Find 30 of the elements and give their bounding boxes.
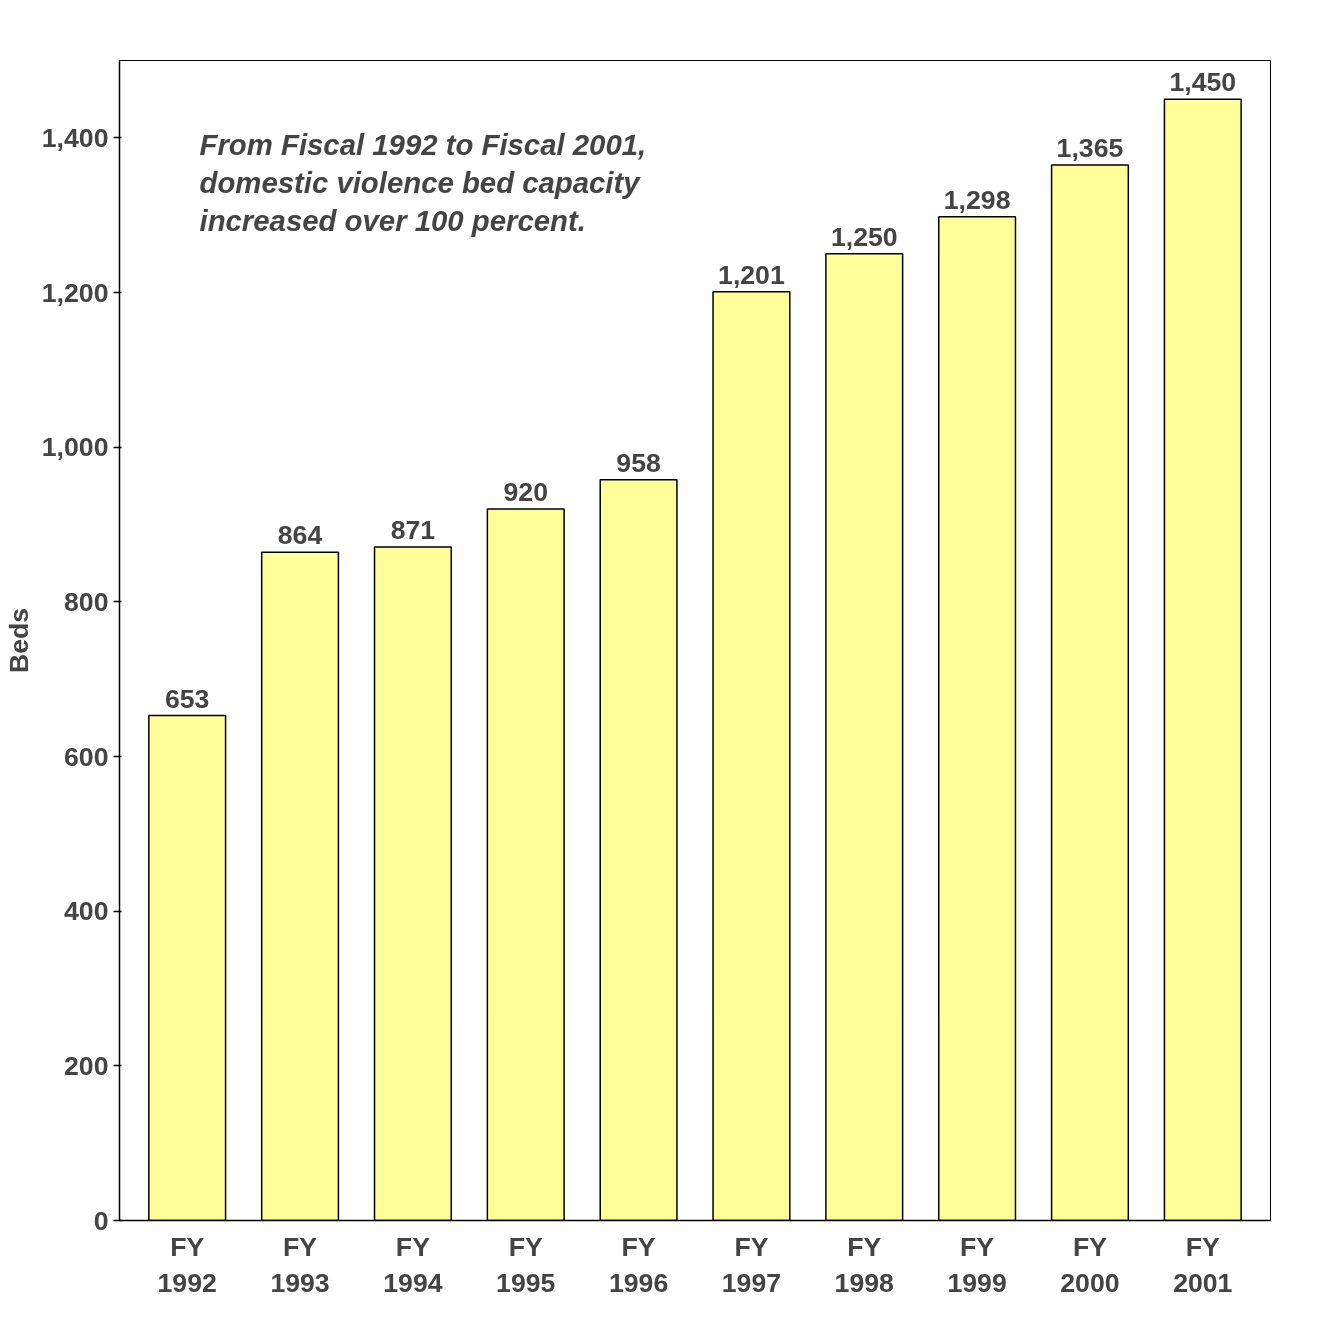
- data-label: 864: [277, 520, 323, 551]
- x-tick-label: FY 2000: [1060, 1231, 1120, 1298]
- data-label: 653: [164, 683, 210, 714]
- y-tick-label: 0: [93, 1205, 109, 1236]
- y-tick-label: 1,200: [41, 277, 109, 308]
- y-tick-label: 200: [64, 1050, 109, 1081]
- x-tick-label: FY 2001: [1173, 1231, 1233, 1298]
- x-tick-label: FY 1992: [157, 1231, 217, 1298]
- y-tick-label: 1,000: [41, 432, 109, 463]
- data-label: 1,450: [1169, 67, 1237, 98]
- data-label: 871: [390, 514, 436, 545]
- data-label: 1,298: [943, 184, 1011, 215]
- data-label: 1,201: [718, 259, 785, 290]
- x-tick-label: FY 1998: [834, 1231, 894, 1298]
- y-tick-label: 400: [64, 896, 109, 927]
- x-tick-label: FY 1996: [608, 1231, 669, 1298]
- x-tick-label: FY 1993: [270, 1231, 330, 1298]
- y-tick-label: 600: [64, 741, 109, 772]
- y-tick-label: 800: [64, 586, 109, 617]
- x-tick-label: FY 1997: [721, 1231, 782, 1298]
- data-label: 920: [503, 477, 548, 508]
- x-tick-label: FY 1999: [947, 1231, 1007, 1298]
- x-tick-label: FY 1995: [496, 1231, 556, 1298]
- x-tick-label: FY 1994: [383, 1231, 443, 1298]
- data-label: 1,365: [1056, 132, 1124, 163]
- data-label: 958: [616, 447, 661, 478]
- y-tick-label: 1,400: [41, 122, 109, 153]
- annotation: From Fiscal 1992 to Fiscal 2001, domestic violence bed capacity increased over 100 percent.: [199, 127, 647, 237]
- y-axis-title: Beds: [3, 607, 34, 674]
- data-label: 1,250: [830, 221, 898, 252]
